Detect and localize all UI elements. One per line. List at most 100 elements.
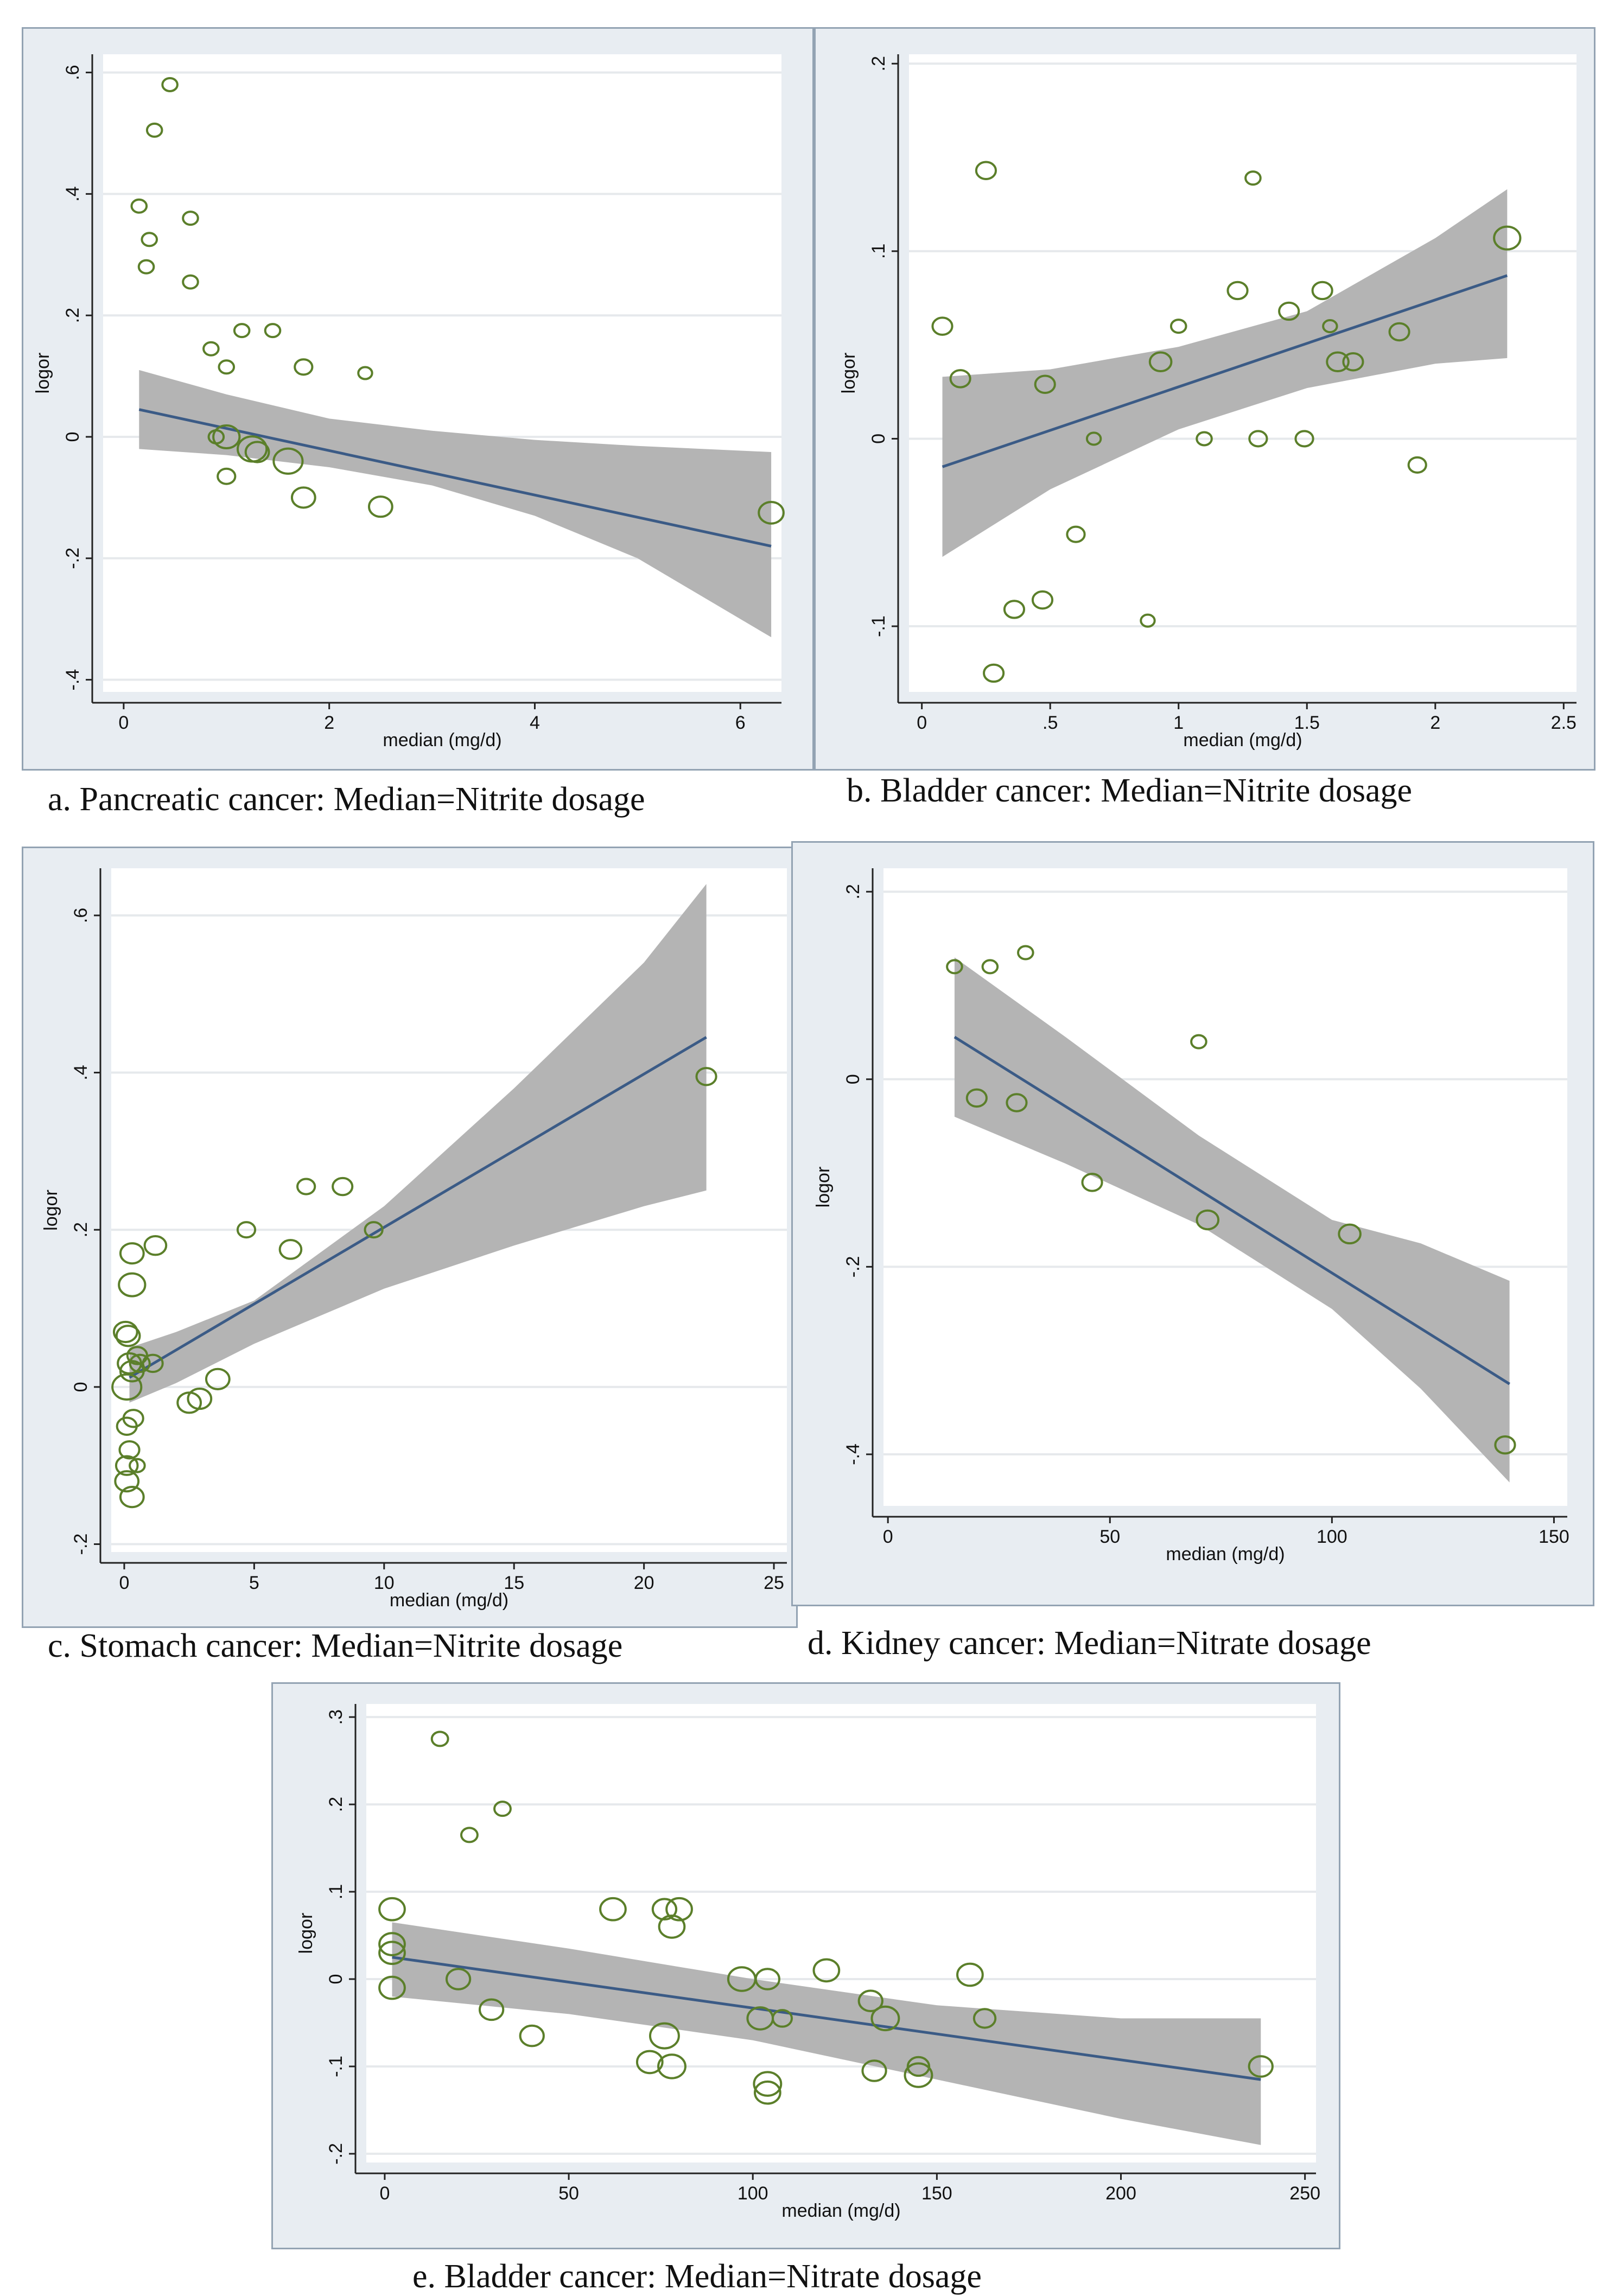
data-point: [112, 1320, 138, 1344]
x-tick-label: 0: [883, 1527, 893, 1547]
data-point: [119, 1242, 145, 1265]
data-point: [972, 2008, 997, 2029]
data-point: [1248, 2055, 1274, 2078]
data-point: [129, 1458, 146, 1473]
fitted-line: [392, 1956, 1261, 2081]
y-tick-label: .6: [71, 908, 91, 923]
data-point: [378, 1975, 406, 2000]
data-point: [205, 1368, 231, 1390]
confidence-band: [392, 1922, 1261, 2145]
data-point: [695, 1067, 717, 1086]
data-point: [357, 366, 373, 380]
data-point: [665, 1897, 693, 1922]
y-axis-title: logor: [33, 353, 53, 394]
caption-c: c. Stomach cancer: Median=Nitrite dosage: [48, 1627, 623, 1664]
data-point: [130, 198, 148, 214]
data-point: [244, 441, 270, 463]
data-point: [658, 1915, 686, 1939]
x-axis-title: median (mg/d): [1166, 1544, 1285, 1564]
data-point: [1322, 319, 1338, 334]
data-point: [753, 2071, 783, 2097]
data-point: [1388, 322, 1410, 342]
caption-d: d. Kidney cancer: Median=Nitrate dosage: [808, 1625, 1371, 1662]
fitted-line: [138, 408, 772, 548]
data-point: [122, 1409, 144, 1428]
data-point: [111, 1373, 143, 1401]
data-point: [460, 1827, 479, 1843]
fitted-line: [953, 1035, 1510, 1385]
data-point: [114, 1470, 140, 1493]
data-point: [430, 1731, 449, 1747]
x-tick-label: 6: [735, 713, 746, 733]
data-point: [294, 358, 314, 376]
data-point: [1342, 352, 1364, 372]
y-tick-label: 0: [868, 434, 889, 444]
data-point: [1066, 525, 1086, 543]
y-tick-label: .2: [62, 308, 83, 323]
data-point: [115, 1325, 141, 1347]
data-point: [445, 1968, 472, 1990]
y-tick-label: -.4: [62, 669, 83, 691]
x-tick-label: 2: [324, 713, 334, 733]
data-point: [981, 959, 999, 975]
x-tick-label: .5: [1042, 713, 1058, 733]
x-tick-label: 1.5: [1294, 713, 1320, 733]
data-point: [142, 1353, 164, 1373]
y-tick-label: -.4: [843, 1443, 863, 1465]
data-point: [1326, 351, 1350, 372]
chart-svg-e: -.2 -.1 0 .1 .2 .3 0 50 100 150 200 250 median (mg/d…: [271, 1682, 1340, 2249]
x-axis-title: median (mg/d): [781, 2200, 900, 2221]
data-point: [264, 323, 282, 339]
data-point: [870, 2005, 900, 2032]
y-tick-label: 0: [326, 1974, 346, 1985]
confidence-band: [954, 957, 1510, 1483]
data-point: [236, 1221, 257, 1239]
y-tick-label: -.1: [326, 2056, 346, 2077]
data-point: [493, 1801, 512, 1817]
panel-bladder-nitrate: -.2 -.1 0 .1 .2 .3 0 50 100 150 200 250 median (mg/d…: [271, 1682, 1340, 2249]
y-tick-label: -.2: [843, 1256, 863, 1278]
data-point: [378, 1932, 406, 1956]
data-point: [378, 1897, 406, 1922]
y-tick-label: .1: [326, 1884, 346, 1899]
data-point: [115, 1455, 139, 1476]
y-tick-label: .1: [868, 244, 889, 259]
data-point: [946, 959, 963, 975]
data-point: [278, 1239, 303, 1260]
x-tick-label: 15: [504, 1573, 524, 1593]
confidence-band: [942, 189, 1508, 557]
data-point: [233, 323, 251, 339]
data-point: [1196, 431, 1213, 447]
data-point: [1311, 281, 1333, 301]
y-axis-title: logor: [296, 1913, 316, 1954]
x-tick-label: 1: [1173, 713, 1184, 733]
data-point: [1244, 170, 1262, 186]
data-point: [857, 1989, 883, 2013]
data-point: [758, 501, 785, 525]
x-tick-label: 2.5: [1551, 713, 1576, 733]
data-point: [649, 2022, 680, 2050]
data-point: [478, 1998, 505, 2021]
chart-svg-a: -.4 -.2 0 .2 .4 .6 0 2 4 6 median (mg/d) logor: [22, 27, 814, 771]
data-point: [119, 1486, 145, 1509]
y-tick-label: .6: [62, 65, 83, 80]
data-point: [143, 1235, 168, 1256]
data-point: [217, 467, 237, 485]
data-point: [1148, 351, 1173, 372]
y-tick-label: .2: [868, 56, 889, 71]
data-point: [182, 211, 199, 226]
data-point: [983, 663, 1005, 683]
data-point: [118, 1440, 141, 1460]
panel-kidney-nitrate: -.4 -.2 0 .2 0 50 100 150 median (mg/d) logor: [791, 841, 1594, 1606]
x-tick-label: 150: [1539, 1527, 1569, 1547]
data-point: [1006, 1093, 1028, 1112]
data-point: [1407, 456, 1427, 474]
data-point: [931, 316, 953, 336]
data-point: [145, 122, 163, 138]
data-point: [332, 1176, 354, 1197]
panel-pancreatic-nitrite: -.4 -.2 0 .2 .4 .6 0 2 4 6 median (mg/d) logor: [22, 27, 814, 771]
data-point: [1494, 1435, 1516, 1455]
data-point: [861, 2059, 887, 2082]
data-point: [218, 359, 236, 375]
data-point: [1338, 1223, 1362, 1245]
